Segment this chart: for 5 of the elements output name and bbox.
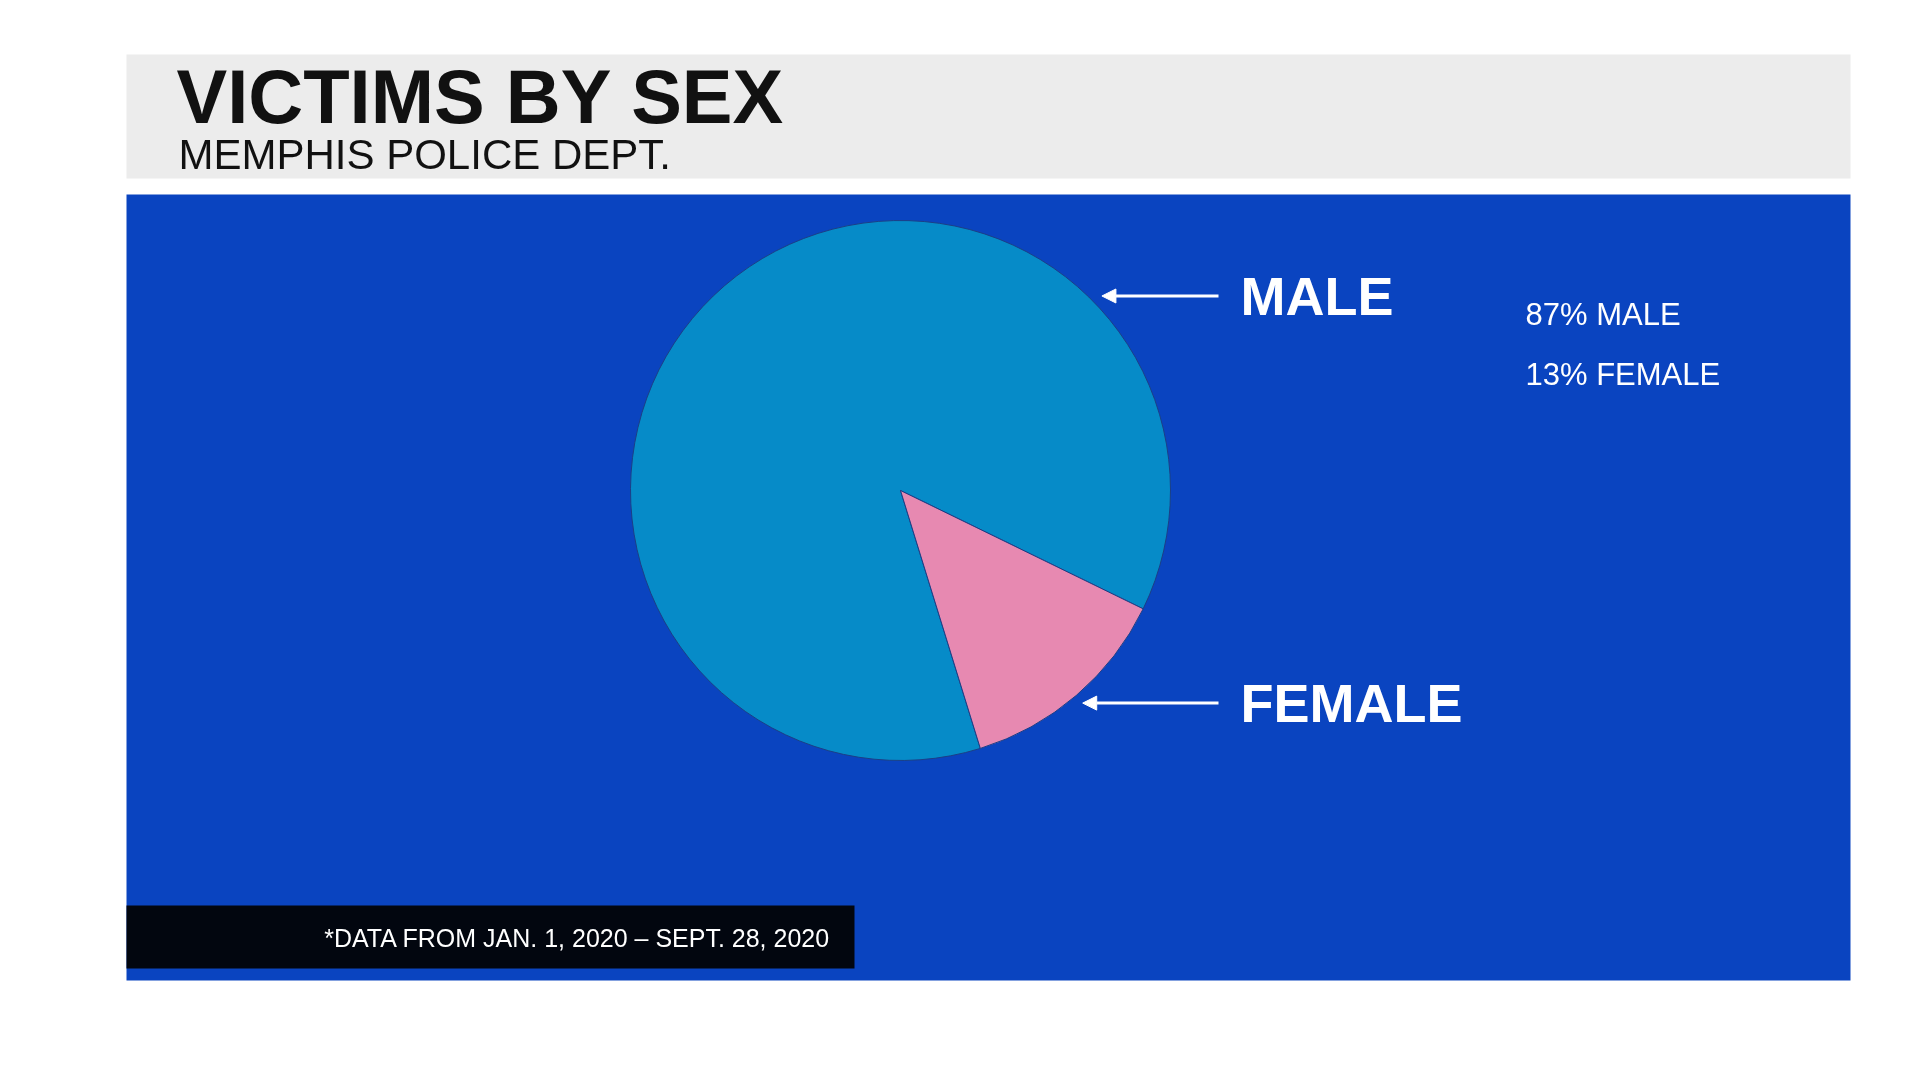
slice-label: MALE xyxy=(1240,266,1394,326)
slice-label: FEMALE xyxy=(1240,673,1463,734)
text: 13% FEMALE xyxy=(1525,357,1721,392)
text: *DATA FROM JAN. 1, 2020 – SEPT. 28, 2020 xyxy=(324,923,830,952)
text: 87% MALE xyxy=(1525,297,1681,332)
